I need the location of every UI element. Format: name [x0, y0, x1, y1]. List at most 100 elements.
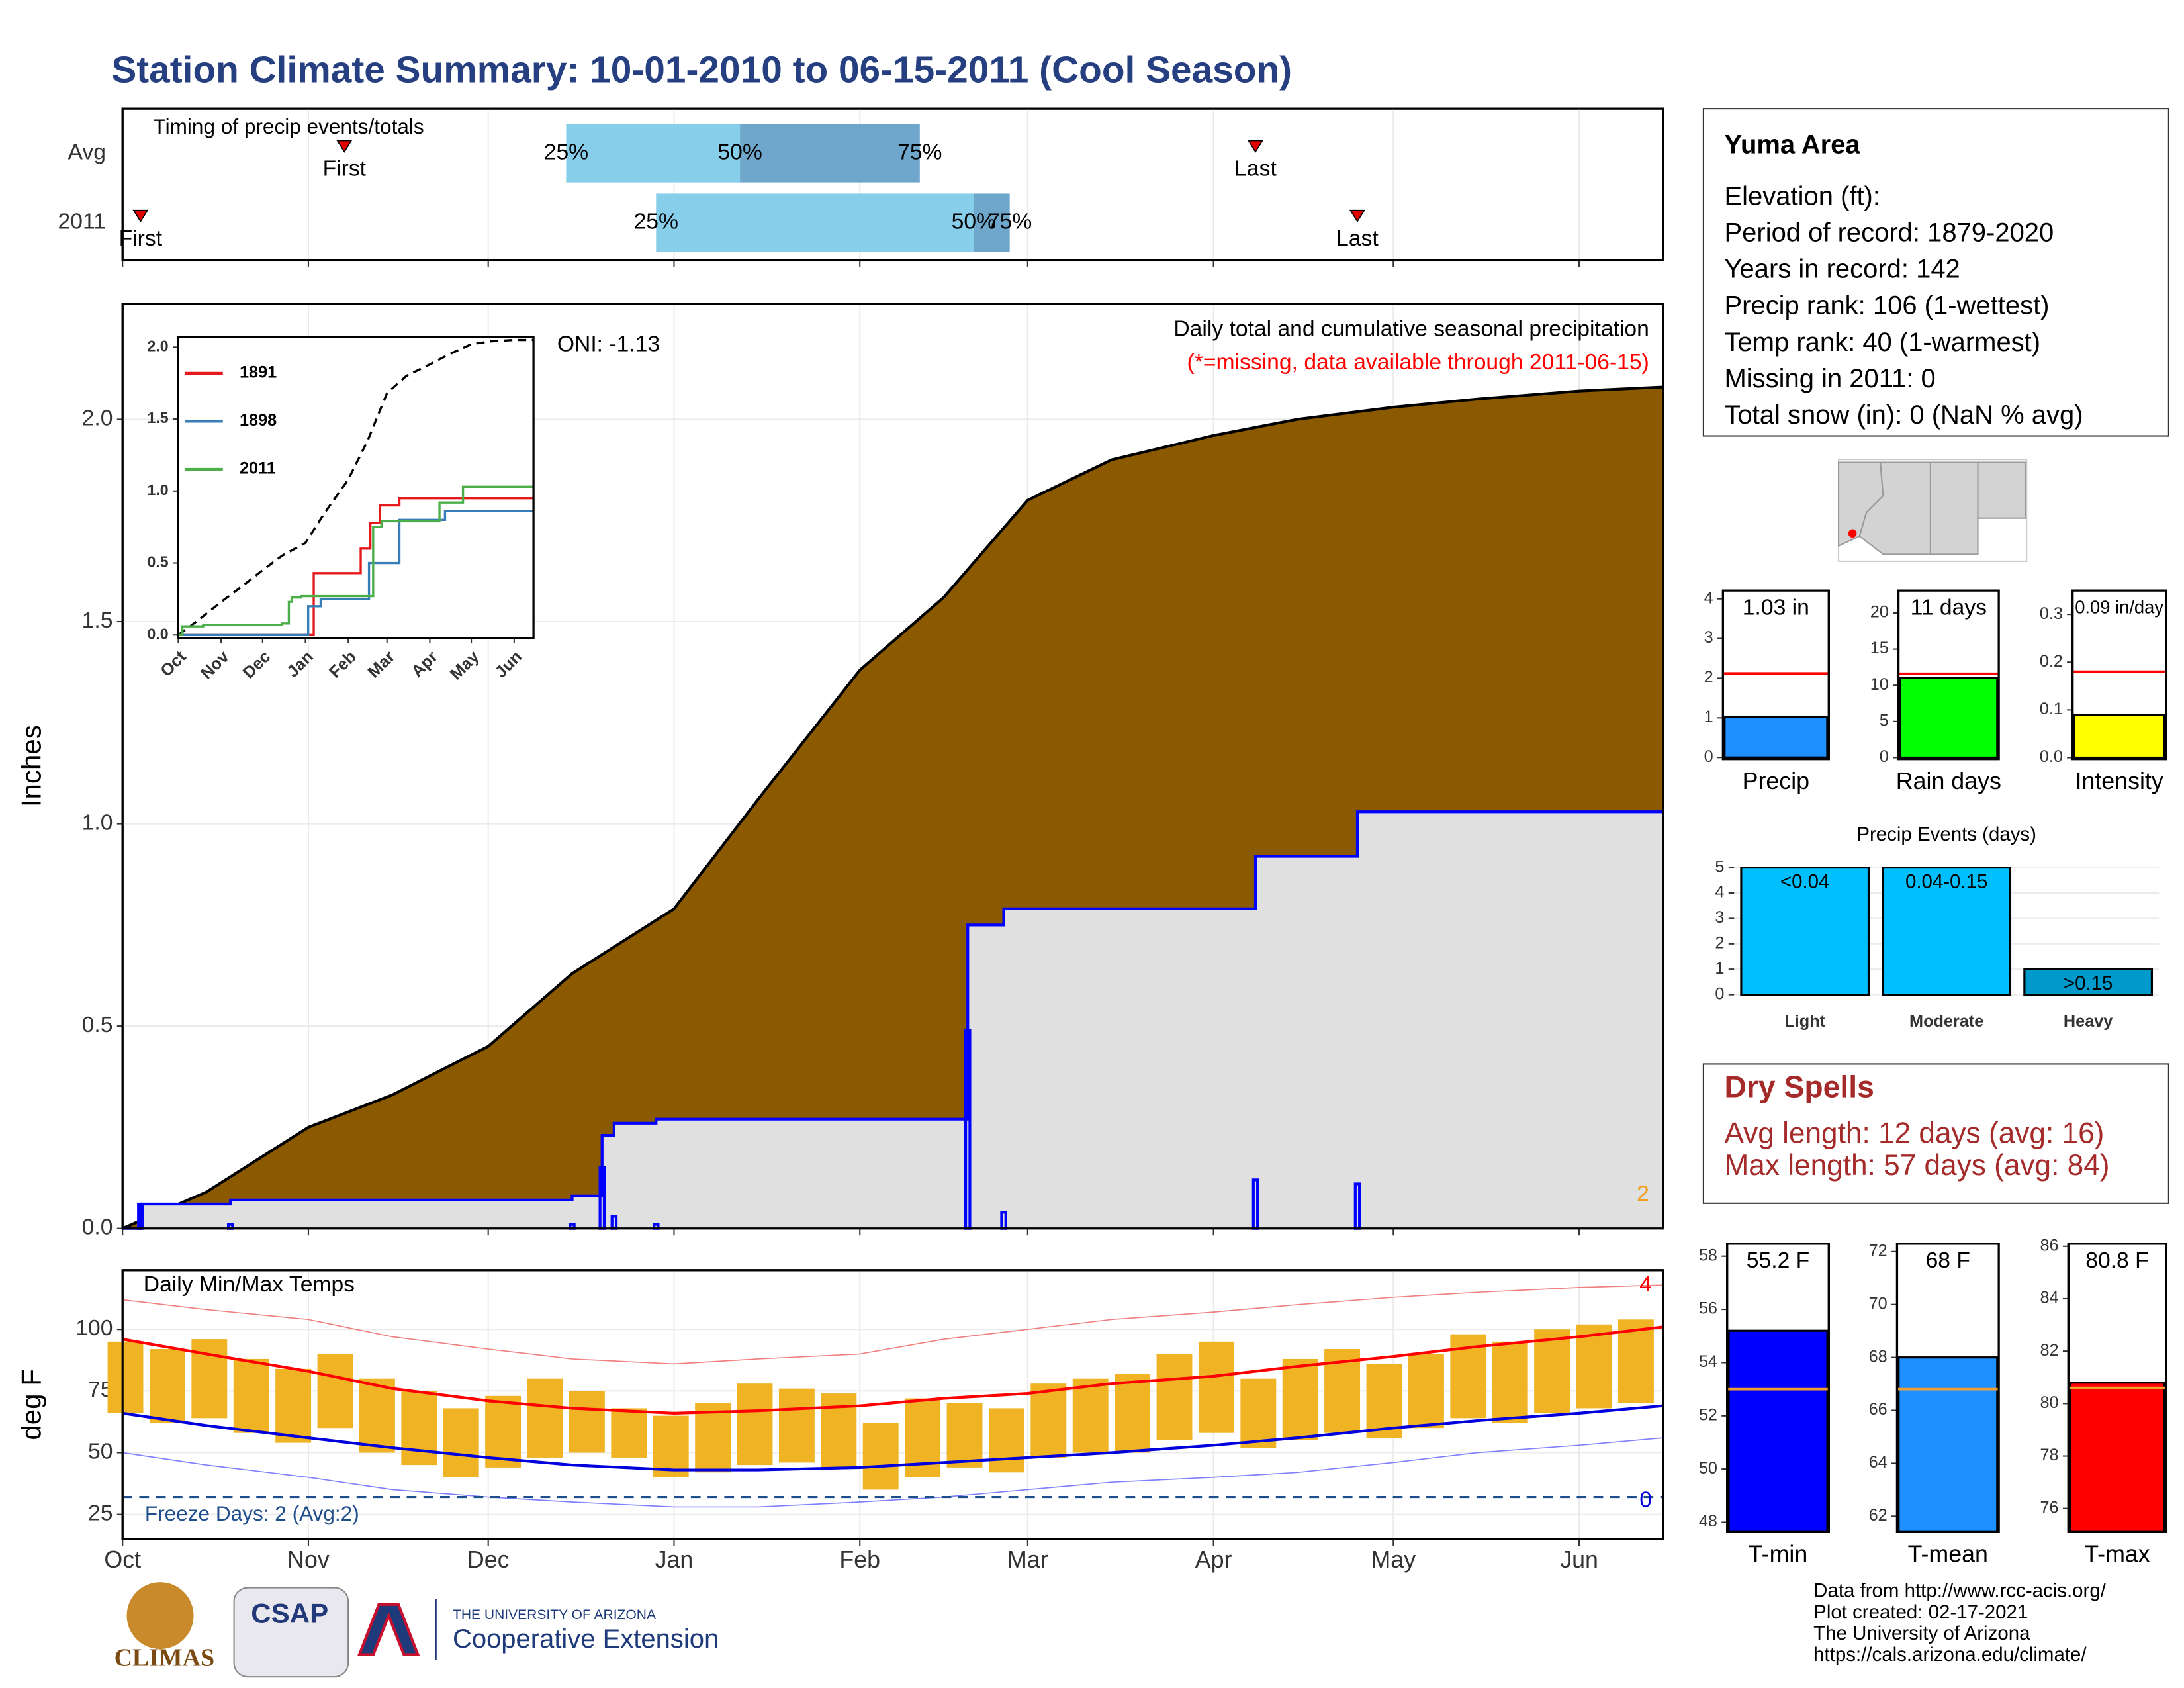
dry-spells-box: [1702, 1063, 2169, 1204]
temp-range-bar: [946, 1403, 983, 1468]
temp-range-bar: [1617, 1319, 1654, 1403]
x-tick-label: Heavy: [2064, 1012, 2113, 1031]
y-tick-label: 78: [2040, 1446, 2058, 1464]
dry-spell-line: Max length: 57 days (avg: 84): [1724, 1149, 2109, 1182]
temp-range-bar: [275, 1368, 312, 1443]
temp-range-bar: [107, 1341, 144, 1413]
temp-range-bar: [1156, 1354, 1193, 1440]
event-label: First: [119, 226, 163, 251]
temp-range-bar: [569, 1391, 605, 1453]
bar: [2068, 1382, 2166, 1533]
y-axis-title: deg F: [16, 1369, 47, 1440]
temp-range-bar: [1030, 1383, 1067, 1458]
bar-label: 0.04-0.15: [1905, 871, 1987, 893]
bar: [2073, 714, 2166, 759]
footer-line: https://cals.arizona.edu/climate/: [1813, 1644, 2087, 1665]
y-tick-label: 52: [1699, 1405, 1717, 1424]
temp-range-bar: [737, 1383, 773, 1466]
station-title: Yuma Area: [1724, 130, 1860, 159]
y-tick-label: 10: [1870, 675, 1889, 694]
value-label: 11 days: [1911, 595, 1987, 620]
temp-range-bar: [1240, 1378, 1277, 1448]
map-state: [1929, 461, 1979, 555]
temp-range-bar: [778, 1388, 815, 1463]
bar: [2023, 968, 2153, 996]
station-line: Missing in 2011: 0: [1724, 364, 1935, 393]
temp-range-bar: [485, 1395, 522, 1468]
value-label: 0.09 in/day: [2075, 597, 2163, 618]
event-marker: [1349, 209, 1366, 223]
records-min-line: [122, 1437, 1663, 1508]
ua-logo: [357, 1603, 420, 1656]
quartile-bar: [566, 124, 741, 183]
y-tick-label: 0.0: [82, 1215, 113, 1240]
station-line: Elevation (ft):: [1724, 181, 1880, 211]
x-tick-label: Precip: [1743, 768, 1809, 794]
temp-range-bar: [1072, 1378, 1109, 1453]
station-line: Total snow (in): 0 (NaN % avg): [1724, 400, 2083, 430]
y-tick-label: Avg: [68, 140, 106, 164]
y-tick-label: 1.0: [147, 481, 168, 498]
y-tick-label: 70: [1869, 1294, 1888, 1313]
y-tick-label: 66: [1869, 1400, 1888, 1419]
y-tick-label: 82: [2040, 1341, 2058, 1360]
legend-label: 1891: [240, 363, 277, 382]
y-tick-label: 2: [1704, 668, 1713, 686]
temp-range-bar: [1282, 1358, 1318, 1440]
climas-label: CLIMAS: [114, 1644, 214, 1672]
y-tick-label: 0: [1704, 747, 1713, 766]
temp-range-bar: [695, 1403, 731, 1473]
temp-range-bar: [317, 1354, 353, 1429]
logos: CLIMAS CSAP THE UNIVERSITY OF ARIZONA Co…: [114, 1582, 719, 1678]
x-tick-label: T-mean: [1908, 1541, 1988, 1568]
chart-title: Precip Events (days): [1856, 823, 2036, 845]
event-label: Last: [1234, 157, 1277, 181]
x-tick-label: Oct: [104, 1546, 141, 1573]
y-tick-label: 48: [1699, 1512, 1717, 1530]
temp-range-bar: [1366, 1364, 1402, 1438]
y-tick-label: 0.0: [2040, 747, 2063, 766]
event-label: First: [323, 157, 367, 181]
quartile-label: 50%: [952, 210, 996, 234]
station-line: Temp rank: 40 (1-warmest): [1724, 328, 2040, 357]
chart-subtitle: (*=missing, data available through 2011-…: [1187, 350, 1649, 375]
value-label: 80.8 F: [2085, 1248, 2148, 1273]
x-tick-label: Rain days: [1896, 768, 2001, 794]
page-title: Station Climate Summary: 10-01-2010 to 0…: [111, 49, 1292, 91]
y-tick-label: 0.5: [82, 1013, 113, 1037]
y-tick-label: 4: [1715, 883, 1724, 902]
annotation: ONI: -1.13: [557, 332, 660, 357]
x-tick-label: Apr: [1195, 1546, 1232, 1573]
bar-label: >0.15: [2064, 972, 2113, 994]
temp-range-bar: [1576, 1324, 1612, 1409]
y-tick-label: 76: [2040, 1498, 2058, 1517]
temp-range-bar: [359, 1378, 395, 1453]
y-tick-label: 2.0: [147, 337, 168, 354]
value-label: 68 F: [1926, 1248, 1970, 1273]
event-marker: [1247, 140, 1264, 153]
y-tick-label: 0.5: [147, 553, 168, 571]
x-tick-label: Light: [1784, 1012, 1825, 1031]
y-tick-label: 54: [1699, 1352, 1717, 1371]
event-label: Last: [1336, 226, 1379, 251]
temp-range-bar: [401, 1391, 437, 1466]
plot-frame: [121, 1269, 1664, 1540]
legend-label: 2011: [240, 459, 276, 478]
y-tick-label: 1.5: [147, 409, 168, 426]
x-tick-label: Intensity: [2075, 768, 2163, 794]
plot-frame: [2071, 589, 2167, 761]
series-line: [178, 510, 534, 636]
y-tick-label: 25: [88, 1501, 113, 1526]
season-area: [122, 812, 1663, 1229]
temp-range-bar: [527, 1378, 563, 1458]
bar: [1899, 677, 1999, 759]
records-max-line: [122, 1284, 1663, 1365]
x-tick-label: May: [1371, 1546, 1416, 1573]
dry-spells-title: Dry Spells: [1724, 1070, 1874, 1104]
temp-range-bar: [443, 1408, 479, 1477]
temp-range-bar: [1408, 1354, 1444, 1429]
y-tick-label: 0.0: [147, 625, 168, 642]
csap-label: CSAP: [251, 1598, 328, 1629]
temp-range-bar: [653, 1415, 689, 1477]
